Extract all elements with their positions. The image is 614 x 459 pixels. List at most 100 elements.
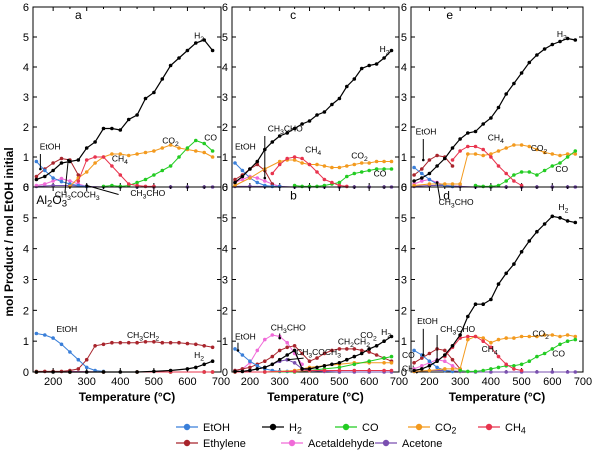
legend-label: CO2 <box>435 422 457 436</box>
data-point-h2 <box>118 370 123 374</box>
data-point-h2 <box>160 77 165 81</box>
data-point-co2 <box>512 336 516 340</box>
data-point-ethylene <box>337 347 342 351</box>
data-point-h2 <box>322 364 327 368</box>
annotation-etoh: EtOH <box>235 142 256 152</box>
y-tick-label: 5 <box>401 32 407 44</box>
series-line-h2 <box>234 50 392 183</box>
data-point-ethylene <box>315 356 319 360</box>
data-point-ethylene <box>51 161 55 165</box>
series-group <box>412 36 578 189</box>
data-point-co <box>473 183 478 188</box>
y-tick-label: 3 <box>401 92 407 104</box>
x-axis-title: Temperature (°C) <box>79 390 176 404</box>
data-point-ch4 <box>93 155 97 159</box>
annotation-pointer <box>288 357 304 361</box>
data-point-co2 <box>135 152 139 156</box>
data-point-etoh <box>427 177 432 182</box>
data-point-acetaldehyde <box>240 177 245 182</box>
data-point-h2 <box>565 219 570 223</box>
series-line-ethylene <box>234 163 273 185</box>
annotation-h2: H2 <box>557 29 567 42</box>
data-point-co2 <box>519 143 524 147</box>
data-point-co <box>473 369 478 374</box>
data-point-co2 <box>330 165 334 170</box>
data-point-ethylene <box>118 340 123 345</box>
pointer-tip <box>85 184 89 187</box>
data-point-etoh <box>435 365 439 370</box>
data-point-ch4 <box>512 367 516 371</box>
panel-label: d <box>443 188 450 202</box>
series-group <box>34 331 215 374</box>
data-point-h2 <box>443 156 447 161</box>
series-line-h2 <box>36 39 214 181</box>
data-point-ch4 <box>481 339 486 344</box>
data-point-h2 <box>248 167 252 171</box>
data-point-h2 <box>255 159 260 164</box>
data-point-co <box>389 354 394 359</box>
x-tick-label: 700 <box>390 376 408 388</box>
data-point-co2 <box>573 334 578 339</box>
series-line-acetone <box>414 370 576 373</box>
data-point-h2 <box>51 168 55 173</box>
y-tick-label: 3 <box>222 92 228 104</box>
data-point-co2 <box>473 152 478 156</box>
data-point-h2 <box>496 282 501 286</box>
legend-marker <box>485 423 493 431</box>
annotation-etoh: EtOH <box>416 127 437 137</box>
legend-item-h2: H2 <box>262 422 302 436</box>
y-tick-label: 4 <box>23 244 29 256</box>
data-point-h2 <box>519 71 524 75</box>
annotation-ch3cho: CH3CHO <box>130 188 165 201</box>
data-point-ethylene <box>202 344 206 348</box>
data-point-co2 <box>466 337 470 342</box>
data-point-ethylene <box>135 340 139 345</box>
annotation-h2: H2 <box>381 327 391 340</box>
data-point-co <box>300 184 304 189</box>
data-point-co2 <box>93 161 97 165</box>
data-point-etoh <box>76 357 81 362</box>
data-point-co2 <box>542 333 547 337</box>
data-point-h2 <box>315 365 319 370</box>
data-point-etoh <box>450 369 455 374</box>
data-point-ch4 <box>330 180 334 185</box>
data-point-h2 <box>76 158 81 162</box>
data-point-ethylene <box>285 345 290 350</box>
data-point-ch4 <box>504 362 509 367</box>
data-point-etoh <box>233 161 237 165</box>
data-point-co2 <box>233 183 237 188</box>
series-line-h2 <box>413 37 576 182</box>
y-tick-label: 3 <box>401 275 407 287</box>
data-point-ch4 <box>285 156 290 161</box>
annotation-co: CO <box>374 169 387 179</box>
data-point-co2 <box>118 152 123 156</box>
annotation-etoh: EtOH <box>417 316 438 326</box>
data-point-h2 <box>489 116 493 120</box>
data-point-ethylene <box>427 158 432 162</box>
data-point-h2 <box>277 357 282 362</box>
data-point-ethylene <box>443 348 447 353</box>
legend-item-acetaldehyde: Acetaldehyde <box>281 438 375 450</box>
data-point-co <box>550 164 555 168</box>
pointer-tip <box>421 158 425 162</box>
data-point-ch4 <box>292 369 297 374</box>
pointer-tip <box>263 176 267 180</box>
data-point-ch4 <box>496 354 501 359</box>
panel-label: a <box>75 8 82 22</box>
pointer-tip <box>435 181 439 184</box>
data-point-co <box>389 167 394 171</box>
y-tick-label: 0 <box>222 367 228 379</box>
data-point-co <box>542 351 547 356</box>
data-point-ch4 <box>202 370 206 374</box>
y-tick-label: 3 <box>23 92 29 104</box>
data-point-co2 <box>496 337 501 342</box>
data-point-h2 <box>519 250 524 254</box>
data-point-h2 <box>93 140 97 144</box>
data-point-co <box>512 364 516 368</box>
data-point-ethylene <box>255 162 260 167</box>
data-point-h2 <box>307 367 312 371</box>
annotation-ch4: CH4 <box>305 145 321 158</box>
data-point-ch4 <box>352 368 357 373</box>
data-point-h2 <box>152 90 156 95</box>
data-point-h2 <box>359 351 364 356</box>
